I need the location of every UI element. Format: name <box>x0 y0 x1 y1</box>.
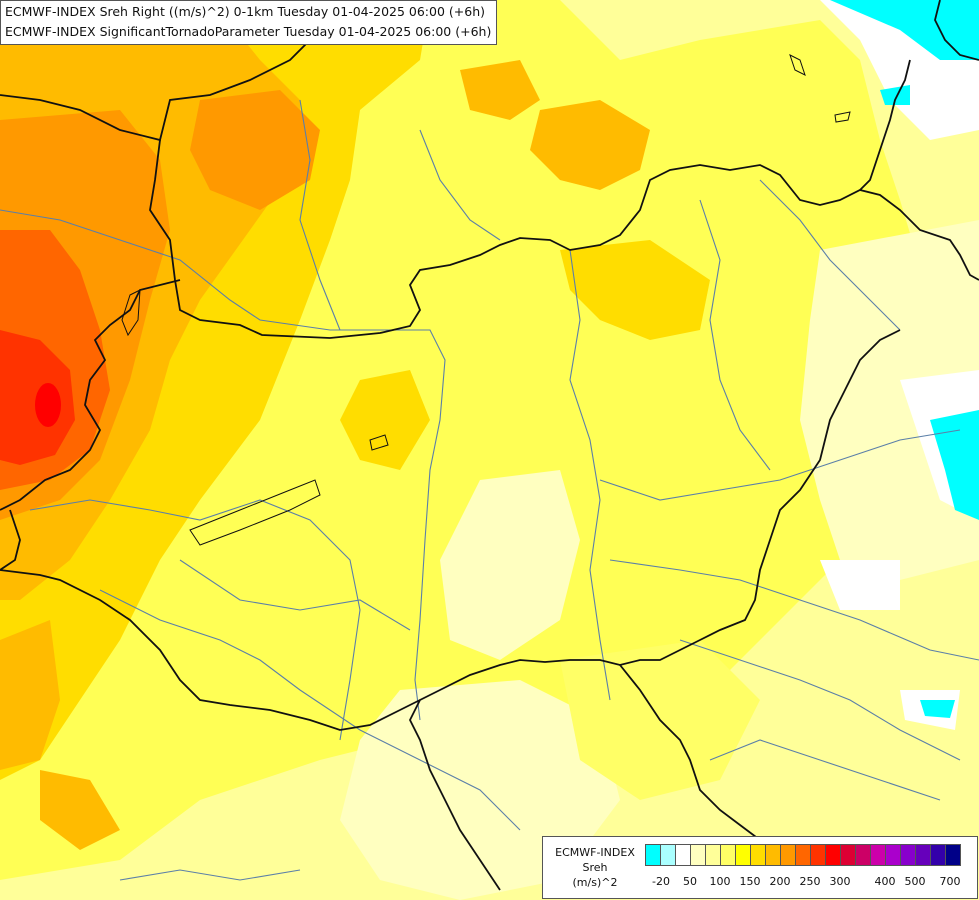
legend-swatch <box>945 844 961 866</box>
legend-title-block: ECMWF-INDEX Sreh (m/s)^2 <box>547 845 643 890</box>
legend-swatch <box>915 844 931 866</box>
legend-tick-label: 250 <box>799 875 821 888</box>
legend-tick-label: 100 <box>709 875 731 888</box>
legend-tick-label: 200 <box>769 875 791 888</box>
legend-swatch <box>900 844 916 866</box>
legend-swatch <box>660 844 676 866</box>
map-title-box: ECMWF-INDEX Sreh Right ((m/s)^2) 0-1km T… <box>0 0 498 45</box>
legend-model: ECMWF-INDEX <box>555 846 635 859</box>
legend-swatch <box>825 844 841 866</box>
legend-swatch <box>645 844 661 866</box>
legend-swatch <box>870 844 886 866</box>
legend-swatch <box>885 844 901 866</box>
legend-swatch <box>750 844 766 866</box>
legend-swatch <box>705 844 721 866</box>
legend-tick-label: 300 <box>829 875 851 888</box>
legend-tick-label: 150 <box>739 875 761 888</box>
legend-swatch <box>690 844 706 866</box>
legend-swatches <box>645 844 961 866</box>
map-title-line-2: ECMWF-INDEX SignificantTornadoParameter … <box>5 24 492 39</box>
legend-swatch <box>675 844 691 866</box>
legend-tick-label: 400 <box>874 875 896 888</box>
rivers <box>0 99 979 881</box>
legend-tick-label: 50 <box>683 875 697 888</box>
lake-outlines <box>121 54 851 546</box>
legend-tick-labels: -20 50 100 150 200 250 300 400 500 700 <box>645 875 975 891</box>
legend-swatch <box>780 844 796 866</box>
legend-tick-label: 700 <box>939 875 961 888</box>
legend-swatch <box>810 844 826 866</box>
legend-swatch <box>720 844 736 866</box>
legend-swatch <box>765 844 781 866</box>
legend-swatch <box>795 844 811 866</box>
legend-swatch <box>855 844 871 866</box>
legend-param: Sreh <box>582 861 608 874</box>
legend-swatch <box>930 844 946 866</box>
map-title-line-1: ECMWF-INDEX Sreh Right ((m/s)^2) 0-1km T… <box>5 4 485 19</box>
legend-tick-label: -20 <box>652 875 670 888</box>
color-legend: ECMWF-INDEX Sreh (m/s)^2 -20 50 100 150 200 2… <box>542 836 978 899</box>
legend-swatch <box>735 844 751 866</box>
legend-unit: (m/s)^2 <box>572 876 618 889</box>
legend-tick-label: 500 <box>904 875 926 888</box>
legend-swatch <box>840 844 856 866</box>
